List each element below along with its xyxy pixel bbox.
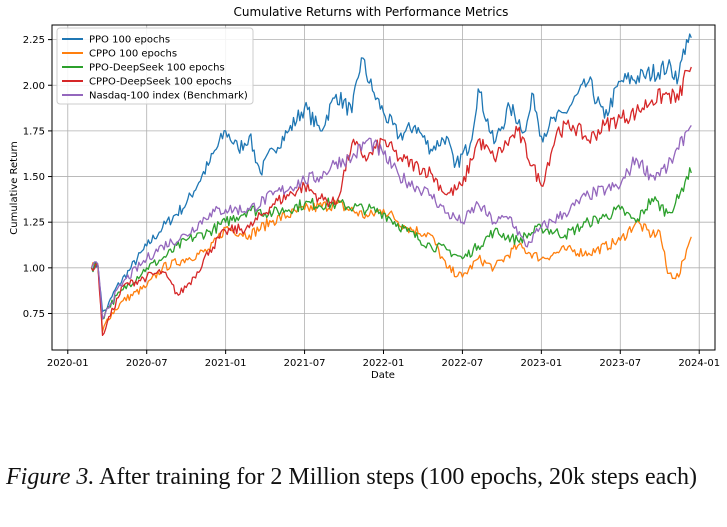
x-tick-label: 2024-01: [678, 358, 720, 369]
chart-title: Cumulative Returns with Performance Metr…: [234, 5, 509, 19]
series-lines: [90, 33, 692, 337]
figure-caption: Figure 3. After training for 2 Million s…: [6, 462, 722, 493]
legend-label-0: PPO 100 epochs: [89, 35, 170, 46]
y-tick-label: 2.25: [23, 35, 45, 46]
x-tick-label: 2021-07: [284, 358, 326, 369]
x-tick-label: 2023-01: [520, 358, 562, 369]
x-tick-label: 2020-01: [47, 358, 89, 369]
chart: Cumulative Returns with Performance Metr…: [9, 5, 720, 381]
y-axis: 0.75 1.00 1.25 1.50 1.75 2.00 2.25: [23, 35, 52, 320]
legend-label-2: PPO-DeepSeek 100 epochs: [89, 63, 225, 74]
x-axis-label: Date: [371, 370, 395, 381]
legend: PPO 100 epochs CPPO 100 epochs PPO-DeepSee…: [56, 27, 254, 105]
y-tick-label: 1.75: [23, 126, 45, 137]
x-tick-label: 2023-07: [599, 358, 641, 369]
series-line-4: [90, 125, 692, 320]
y-tick-label: 1.50: [23, 172, 45, 183]
y-tick-label: 1.00: [23, 263, 45, 274]
series-line-0: [90, 33, 692, 313]
series-line-1: [90, 199, 692, 333]
legend-label-3: CPPO-DeepSeek 100 epochs: [89, 77, 232, 88]
y-tick-label: 0.75: [23, 309, 45, 320]
series-line-3: [90, 66, 692, 337]
y-tick-label: 2.00: [23, 81, 45, 92]
x-axis: 2020-01 2020-07 2021-01 2021-07 2022-01 2022-…: [47, 350, 720, 369]
legend-box: [56, 27, 254, 105]
y-axis-label: Cumulative Return: [9, 141, 20, 234]
y-tick-label: 1.25: [23, 218, 45, 229]
x-tick-label: 2021-01: [205, 358, 247, 369]
x-tick-label: 2020-07: [126, 358, 168, 369]
series-line-2: [90, 167, 692, 320]
caption-text: After training for 2 Million steps (100 …: [94, 464, 697, 490]
x-tick-label: 2022-01: [363, 358, 405, 369]
figure-label: Figure 3.: [6, 464, 95, 490]
legend-label-1: CPPO 100 epochs: [89, 49, 177, 60]
x-tick-label: 2022-07: [442, 358, 484, 369]
legend-label-4: Nasdaq-100 index (Benchmark): [89, 91, 248, 102]
